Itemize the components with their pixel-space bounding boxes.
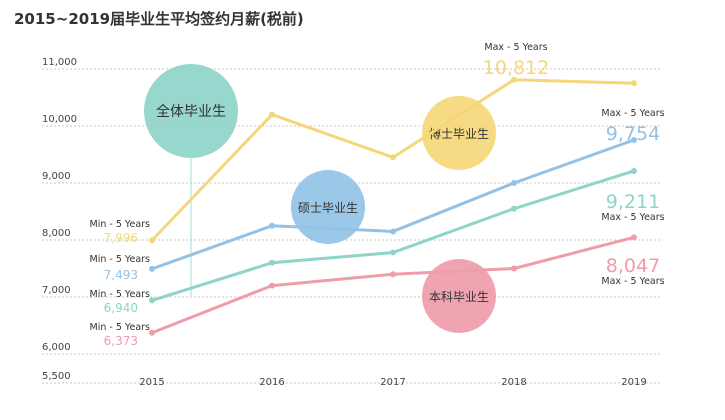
max-value-label: 9,211 bbox=[606, 191, 660, 213]
min-label: Min - 5 Years bbox=[90, 254, 151, 265]
data-point bbox=[390, 154, 396, 161]
x-tick-label: 2017 bbox=[380, 377, 405, 388]
data-point bbox=[149, 329, 155, 336]
max-value-label: 10,812 bbox=[483, 57, 549, 79]
min-value-label: 7,493 bbox=[104, 268, 138, 282]
x-tick-label: 2015 bbox=[139, 377, 164, 388]
legend-bubble-label: 本科毕业生 bbox=[429, 290, 489, 304]
y-tick-label: 11,000 bbox=[42, 57, 77, 68]
legend-bubble bbox=[422, 259, 496, 333]
x-tick-label: 2019 bbox=[621, 377, 646, 388]
legend-bubble bbox=[144, 64, 238, 158]
data-point bbox=[511, 205, 517, 212]
max-label: Max - 5 Years bbox=[601, 276, 664, 287]
min-label: Min - 5 Years bbox=[90, 289, 151, 300]
data-point bbox=[269, 111, 275, 118]
y-tick-label: 9,000 bbox=[42, 171, 71, 182]
min-value-label: 6,373 bbox=[104, 334, 138, 348]
data-point bbox=[511, 265, 517, 272]
data-point bbox=[390, 249, 396, 256]
data-point bbox=[631, 137, 637, 144]
data-point bbox=[511, 76, 517, 83]
y-tick-label: 7,000 bbox=[42, 285, 71, 296]
data-point bbox=[631, 80, 637, 87]
chart-title: 2015~2019届毕业生平均签约月薪(税前) bbox=[14, 10, 304, 28]
min-label: Min - 5 Years bbox=[90, 219, 151, 230]
data-point bbox=[390, 228, 396, 235]
y-tick-label: 8,000 bbox=[42, 228, 71, 239]
max-value-label: 8,047 bbox=[606, 255, 660, 277]
series-line bbox=[151, 169, 635, 302]
data-point bbox=[511, 180, 517, 186]
data-point bbox=[149, 297, 155, 304]
max-label: Max - 5 Years bbox=[484, 42, 547, 53]
legend-bubble bbox=[291, 170, 365, 244]
data-point bbox=[149, 237, 155, 244]
min-value-label: 7,996 bbox=[104, 231, 138, 245]
y-tick-label: 5,500 bbox=[42, 371, 71, 382]
legend-bubble-label: 全体毕业生 bbox=[156, 103, 226, 120]
data-point bbox=[631, 167, 637, 174]
data-point bbox=[631, 234, 637, 241]
data-point bbox=[149, 265, 155, 272]
data-point bbox=[269, 282, 275, 289]
min-value-label: 6,940 bbox=[104, 301, 138, 315]
max-value-label: 9,754 bbox=[606, 123, 660, 145]
y-tick-label: 6,000 bbox=[42, 342, 71, 353]
min-label: Min - 5 Years bbox=[90, 322, 151, 333]
legend-bubble-label: 硕士毕业生 bbox=[298, 201, 358, 215]
data-point bbox=[269, 259, 275, 266]
x-tick-label: 2016 bbox=[259, 377, 284, 388]
data-point bbox=[390, 271, 396, 278]
data-point bbox=[269, 222, 275, 229]
max-label: Max - 5 Years bbox=[601, 108, 664, 119]
max-label: Max - 5 Years bbox=[601, 212, 664, 223]
x-tick-label: 2018 bbox=[501, 377, 526, 388]
y-tick-label: 10,000 bbox=[42, 114, 77, 125]
legend-bubble-label: 博士毕业生 bbox=[429, 126, 489, 141]
legend-bubble bbox=[422, 96, 496, 170]
